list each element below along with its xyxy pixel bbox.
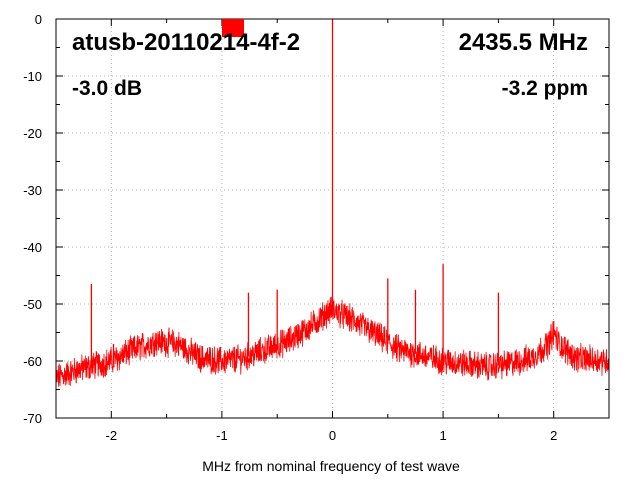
y-axis-ticks: 0 -10 -20 -30 -40 -50 -60 -70 xyxy=(23,12,609,426)
spectrum-series xyxy=(55,19,610,387)
plot-frame xyxy=(55,18,610,419)
spectrum-trace xyxy=(55,296,610,387)
x-tick-label: -1 xyxy=(216,428,228,443)
level-label: -3.0 dB xyxy=(72,77,142,100)
y-tick-label: -30 xyxy=(23,183,42,198)
y-tick-label: 0 xyxy=(35,12,42,27)
device-label: atusb-20110214-4f-2 xyxy=(72,29,300,56)
x-tick-label: 1 xyxy=(439,428,446,443)
y-tick-label: -20 xyxy=(23,126,42,141)
x-axis-title: MHz from nominal frequency of test wave xyxy=(202,458,460,474)
y-tick-label: -40 xyxy=(23,240,42,255)
offset-label: -3.2 ppm xyxy=(502,77,588,100)
y-tick-label: -50 xyxy=(23,297,42,312)
y-tick-label: -70 xyxy=(23,411,42,426)
y-tick-label: -10 xyxy=(23,69,42,84)
status-indicator xyxy=(222,19,244,37)
y-tick-label: -60 xyxy=(23,354,42,369)
x-tick-label: -2 xyxy=(106,428,118,443)
frequency-label: 2435.5 MHz xyxy=(459,29,588,56)
x-tick-label: 0 xyxy=(329,428,336,443)
x-tick-label: 2 xyxy=(550,428,557,443)
